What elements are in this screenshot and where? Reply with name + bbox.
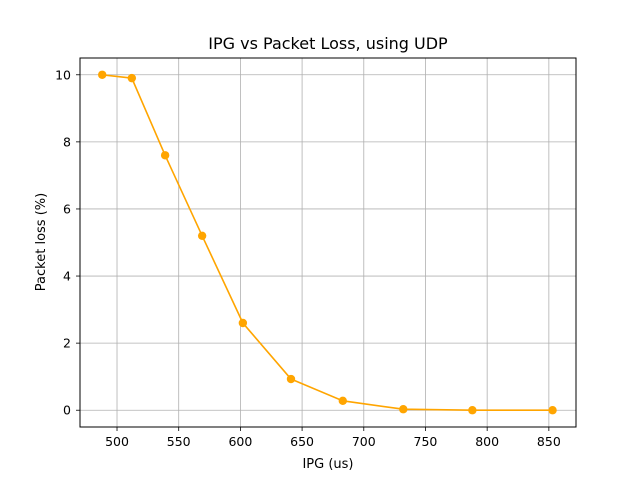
data-point [238,318,248,328]
y-tick-label: 4 [63,269,71,284]
data-point [286,374,296,384]
x-tick-label: 500 [105,434,129,449]
data-point [98,70,107,79]
x-tick-label: 600 [228,434,252,449]
x-tick-label: 550 [167,434,191,449]
x-tick-label: 800 [475,434,499,449]
chart-title: IPG vs Packet Loss, using UDP [208,34,448,53]
data-point [338,396,348,406]
x-tick-label: 650 [290,434,314,449]
plot-frame [79,57,577,428]
data-point [548,406,557,415]
grid [80,58,576,427]
data-point [127,73,137,83]
x-tick-label: 850 [537,434,561,449]
data-point [197,231,207,240]
data-point [399,405,408,414]
x-tick-label: 750 [414,434,438,449]
y-tick-label: 0 [63,403,71,418]
y-tick-label: 8 [63,134,71,149]
y-tick-label: 2 [63,336,71,351]
data-point [160,151,170,160]
series-line [102,73,553,412]
x-axis-label: IPG (us) [302,457,353,472]
y-tick-label: 10 [55,67,71,82]
x-tick-label: 700 [352,434,376,449]
y-tick-label: 6 [63,201,71,216]
series [98,70,557,415]
y-axis-label: Packet loss (%) [34,193,49,291]
data-point [468,406,477,415]
ticks: 500 550 600 650 700 750 800 850 0 2 4 6 8 10 [55,67,561,449]
